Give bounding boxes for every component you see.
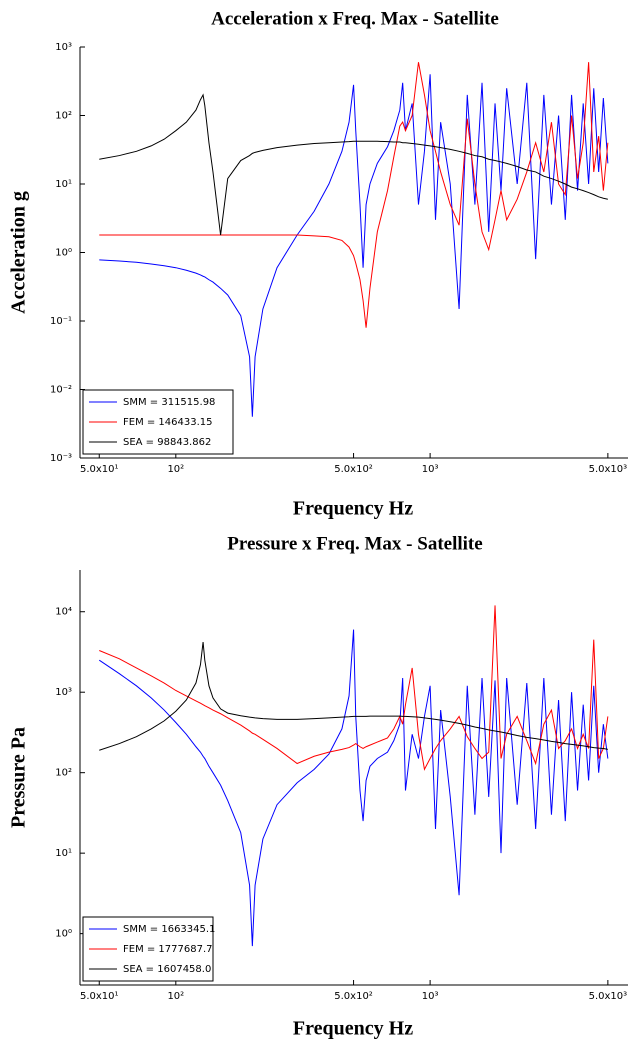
legend-label: FEM = 1777687.7	[123, 944, 213, 955]
x-tick-label: 5.0x10¹	[80, 464, 119, 475]
y-tick-label: 10⁻²	[50, 385, 72, 396]
series-line	[99, 605, 609, 771]
legend-label: SMM = 311515.98	[123, 397, 215, 408]
y-tick-label: 10⁰	[55, 248, 72, 259]
y-tick-label: 10¹	[55, 848, 72, 859]
x-axis-label: Frequency Hz	[293, 498, 413, 520]
y-tick-label: 10²	[55, 111, 72, 122]
x-tick-label: 10²	[167, 991, 184, 1002]
y-axis-label: Pressure Pa	[8, 727, 30, 828]
chart-title: Pressure x Freq. Max - Satellite	[227, 533, 482, 554]
x-tick-label: 10³	[422, 991, 439, 1002]
series-line	[99, 74, 609, 417]
y-tick-label: 10⁰	[55, 929, 72, 940]
x-tick-label: 5.0x10¹	[80, 991, 119, 1002]
y-tick-label: 10³	[55, 687, 72, 698]
series-line	[99, 62, 609, 328]
legend-label: SEA = 1607458.0	[123, 964, 211, 975]
x-tick-label: 10³	[422, 464, 439, 475]
x-tick-label: 5.0x10³	[589, 991, 628, 1002]
x-tick-label: 5.0x10²	[334, 464, 373, 475]
y-tick-label: 10³	[55, 42, 72, 53]
y-tick-label: 10⁻³	[50, 453, 72, 464]
legend-label: SEA = 98843.862	[123, 437, 211, 448]
y-tick-label: 10⁴	[55, 607, 72, 618]
x-axis-label: Frequency Hz	[293, 1018, 413, 1040]
series-line	[98, 629, 609, 947]
y-tick-label: 10¹	[55, 179, 72, 190]
series-line	[99, 93, 608, 236]
legend-label: SMM = 1663345.1	[123, 924, 215, 935]
x-tick-label: 5.0x10²	[334, 991, 373, 1002]
legend-label: FEM = 146433.15	[123, 417, 213, 428]
y-tick-label: 10²	[55, 768, 72, 779]
y-axis-label: Acceleration g	[8, 191, 30, 314]
x-tick-label: 5.0x10³	[589, 464, 628, 475]
x-tick-label: 10²	[167, 464, 184, 475]
series-line	[99, 641, 608, 751]
chart-title: Acceleration x Freq. Max - Satellite	[211, 8, 499, 29]
y-tick-label: 10⁻¹	[50, 316, 72, 327]
